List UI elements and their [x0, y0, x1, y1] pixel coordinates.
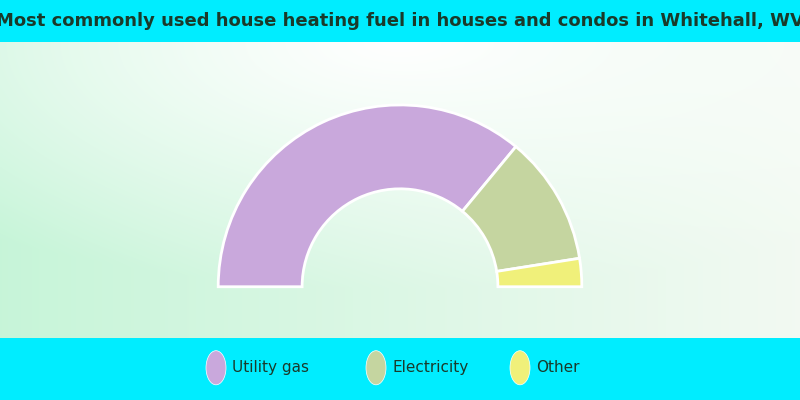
Text: Other: Other	[536, 360, 579, 375]
Wedge shape	[497, 258, 582, 287]
Wedge shape	[462, 147, 579, 272]
Text: Electricity: Electricity	[392, 360, 468, 375]
Wedge shape	[218, 105, 516, 287]
Text: Utility gas: Utility gas	[232, 360, 309, 375]
Ellipse shape	[510, 351, 530, 385]
Ellipse shape	[366, 351, 386, 385]
Text: Most commonly used house heating fuel in houses and condos in Whitehall, WV: Most commonly used house heating fuel in…	[0, 12, 800, 30]
Ellipse shape	[206, 351, 226, 385]
